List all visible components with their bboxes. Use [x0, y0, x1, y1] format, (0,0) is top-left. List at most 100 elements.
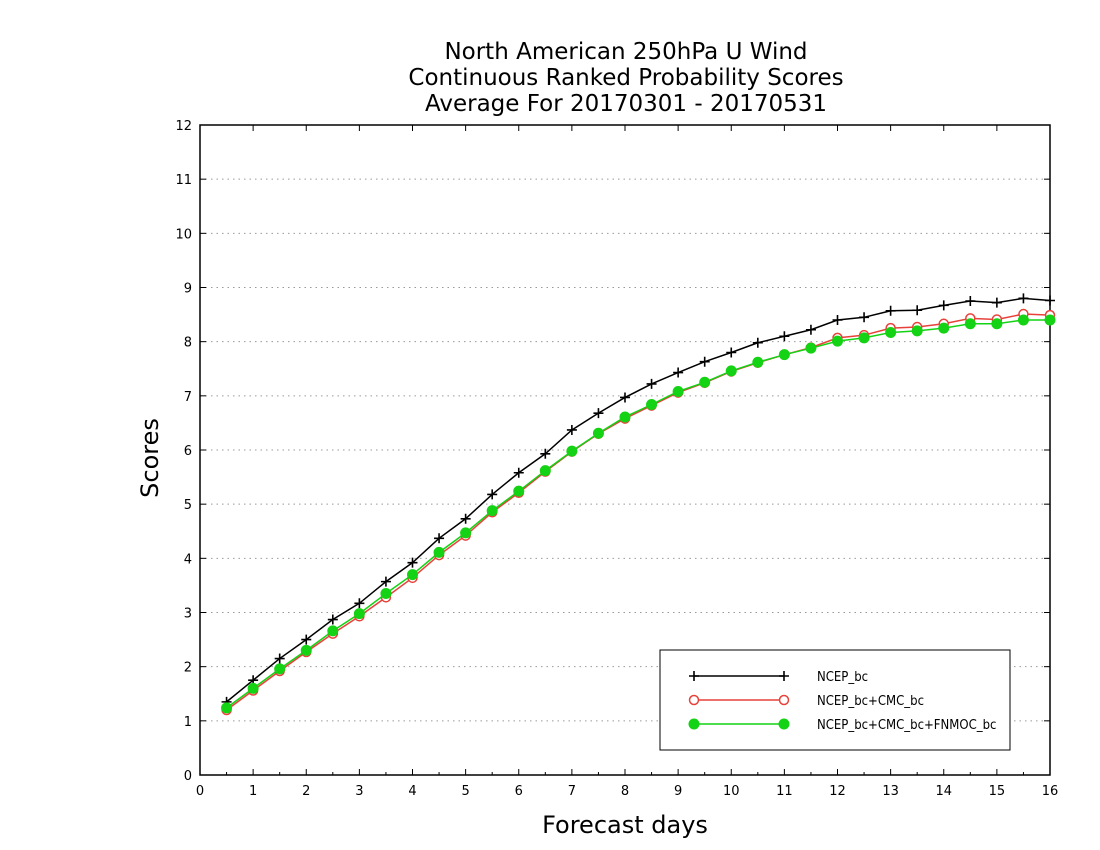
x-axis-ticks: 0 1 2 3 4 5 6 7 8 9 10 11 12 13 14 15 16: [196, 125, 1058, 799]
data-point: [247, 682, 259, 694]
data-point: [858, 332, 870, 344]
data-point: [725, 365, 737, 377]
legend-marker: [779, 671, 789, 681]
data-point: [672, 386, 684, 397]
data-point: [513, 485, 525, 497]
data-point: [911, 325, 923, 337]
data-point: [407, 569, 418, 581]
y-tick-label: 10: [175, 227, 192, 242]
legend-label: NCEP_bc: [817, 670, 868, 685]
x-tick-label: 11: [776, 784, 793, 799]
data-point: [779, 331, 790, 342]
data-point: [912, 305, 923, 316]
y-tick-label: 7: [184, 390, 192, 405]
data-point: [566, 445, 578, 457]
x-tick-label: 14: [935, 784, 952, 799]
y-tick-label: 4: [184, 552, 192, 567]
y-tick-label: 0: [184, 769, 192, 784]
data-point: [460, 527, 472, 539]
legend-marker: [689, 671, 699, 681]
legend: NCEP_bc NCEP_bc+CMC_bc NCEP_bc+CMC_bc+FNMO…: [659, 649, 1011, 751]
y-tick-label: 9: [184, 282, 192, 297]
x-tick-label: 6: [515, 784, 523, 799]
y-axis-label: Scores: [136, 418, 164, 498]
data-point: [1045, 295, 1055, 306]
x-tick-label: 13: [882, 784, 899, 799]
y-tick-label: 11: [175, 173, 192, 188]
data-point: [566, 424, 577, 435]
data-point: [964, 318, 976, 330]
x-tick-label: 15: [989, 784, 1006, 799]
data-point: [832, 315, 843, 325]
legend-box: [659, 649, 1011, 751]
data-point: [699, 356, 710, 367]
data-point: [699, 376, 711, 388]
legend-entry: NCEP_bc+CMC_bc+FNMOC_bc: [688, 718, 996, 733]
data-point: [1018, 293, 1029, 304]
data-point: [434, 533, 445, 544]
data-point: [354, 598, 365, 609]
grid-lines: [200, 178, 1050, 722]
x-tick-label: 12: [829, 784, 846, 799]
data-point: [938, 300, 949, 311]
legend-label: NCEP_bc+CMC_bc+FNMOC_bc: [817, 718, 996, 733]
data-point: [301, 634, 312, 645]
y-tick-label: 1: [184, 715, 192, 730]
chart-title-line-1: North American 250hPa U Wind: [444, 39, 807, 65]
data-point: [274, 663, 286, 675]
x-tick-label: 10: [723, 784, 740, 799]
data-point: [433, 546, 445, 558]
data-point: [752, 356, 764, 368]
series-group: [221, 293, 1056, 716]
data-point: [885, 326, 897, 338]
series-1: [221, 293, 1055, 707]
data-point: [407, 557, 418, 568]
data-point: [486, 505, 498, 517]
x-tick-label: 1: [249, 784, 257, 799]
x-tick-label: 16: [1042, 784, 1059, 799]
x-tick-label: 2: [302, 784, 310, 799]
data-point: [673, 367, 684, 378]
data-point: [646, 399, 658, 410]
data-point: [274, 653, 285, 664]
data-point: [991, 318, 1003, 330]
x-tick-label: 8: [621, 784, 629, 799]
series-3: [221, 314, 1056, 714]
y-tick-label: 2: [184, 661, 192, 676]
chart-title-line-3: Average For 20170301 - 20170531: [425, 91, 827, 117]
y-tick-label: 5: [184, 498, 192, 513]
data-point: [938, 322, 950, 334]
data-point: [593, 408, 604, 419]
chart-title-line-2: Continuous Ranked Probability Scores: [408, 65, 843, 91]
data-point: [885, 305, 896, 316]
data-point: [832, 335, 843, 347]
legend-label: NCEP_bc+CMC_bc: [817, 694, 924, 709]
x-tick-label: 3: [355, 784, 363, 799]
data-point: [380, 576, 391, 587]
data-point: [380, 588, 392, 600]
data-point: [965, 296, 976, 307]
y-tick-label: 6: [184, 444, 192, 459]
data-point: [859, 312, 870, 323]
legend-marker: [778, 694, 790, 706]
y-tick-label: 12: [175, 119, 192, 134]
x-tick-label: 9: [674, 784, 682, 799]
legend-entry: NCEP_bc: [689, 670, 868, 685]
data-point: [1017, 314, 1029, 326]
data-point: [592, 427, 604, 439]
data-point: [327, 614, 338, 625]
data-point: [513, 467, 524, 478]
y-tick-label: 3: [184, 607, 192, 622]
x-tick-label: 4: [408, 784, 416, 799]
data-point: [778, 349, 790, 361]
data-point: [991, 297, 1002, 308]
data-point: [540, 448, 551, 459]
data-point: [353, 608, 365, 620]
data-point: [1044, 314, 1056, 326]
legend-marker: [688, 718, 700, 730]
data-point: [460, 513, 471, 524]
data-point: [805, 324, 816, 335]
